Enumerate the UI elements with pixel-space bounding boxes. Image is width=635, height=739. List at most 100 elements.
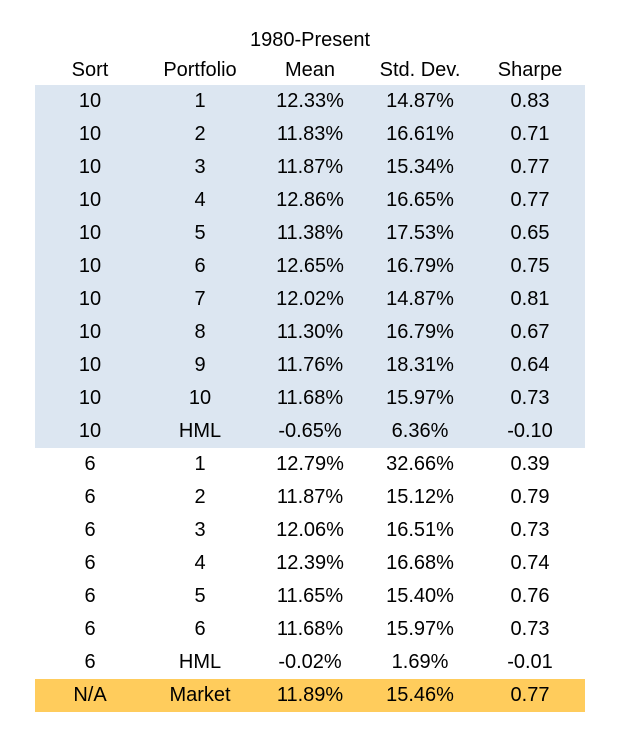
std-dev-cell: 15.40%: [386, 585, 454, 607]
std-dev-cell: 18.31%: [386, 354, 454, 376]
sort-cell: 6: [84, 453, 96, 475]
mean-cell: 11.38%: [276, 222, 344, 244]
sharpe-cell: 0.74: [510, 552, 550, 574]
sharpe-cell: -0.10: [507, 420, 553, 442]
portfolio-cell: 6: [194, 618, 206, 640]
mean-cell: 12.79%: [276, 453, 344, 475]
portfolio-cell: 4: [194, 189, 206, 211]
sort-cell: 6: [84, 651, 96, 673]
portfolio-cell: HML: [178, 420, 222, 442]
sort-cell: 10: [78, 387, 102, 409]
sharpe-cell: 0.76: [510, 585, 550, 607]
table-body: 10 1 12.33% 14.87% 0.83 10 2 11.83% 16.61% 0.71 10…: [35, 85, 585, 712]
portfolio-cell: 1: [194, 453, 206, 475]
sort-cell: 10: [78, 123, 102, 145]
portfolio-cell: 2: [194, 123, 206, 145]
sort-cell: 10: [78, 189, 102, 211]
table-row: 10 4 12.86% 16.65% 0.77: [35, 184, 585, 217]
portfolio-cell: 7: [194, 288, 206, 310]
std-dev-cell: 1.69%: [391, 651, 449, 673]
mean-cell: 11.65%: [276, 585, 344, 607]
table-row: 10 7 12.02% 14.87% 0.81: [35, 283, 585, 316]
sharpe-cell: 0.71: [510, 123, 550, 145]
portfolio-cell: Market: [169, 684, 231, 706]
std-dev-cell: 14.87%: [386, 90, 454, 112]
results-table: 1980-Present Sort Portfolio Mean Std. De…: [35, 25, 585, 712]
portfolio-cell: 3: [194, 156, 206, 178]
sort-cell: 10: [78, 420, 102, 442]
std-dev-cell: 15.97%: [386, 618, 454, 640]
table-row: 10 9 11.76% 18.31% 0.64: [35, 349, 585, 382]
sharpe-cell: -0.01: [507, 651, 553, 673]
table-row: 6 3 12.06% 16.51% 0.73: [35, 514, 585, 547]
mean-cell: 11.89%: [276, 684, 344, 706]
header-row: Sort Portfolio Mean Std. Dev. Sharpe: [35, 55, 585, 85]
sort-cell: 10: [78, 354, 102, 376]
portfolio-cell: 10: [188, 387, 212, 409]
mean-cell: 12.65%: [276, 255, 344, 277]
sharpe-cell: 0.77: [510, 684, 550, 706]
table-row: 6 2 11.87% 15.12% 0.79: [35, 481, 585, 514]
mean-cell: 12.86%: [276, 189, 344, 211]
portfolio-cell: HML: [178, 651, 222, 673]
mean-cell: 11.68%: [276, 387, 344, 409]
table-row: 6 1 12.79% 32.66% 0.39: [35, 448, 585, 481]
std-dev-cell: 32.66%: [386, 453, 454, 475]
std-dev-cell: 16.51%: [386, 519, 454, 541]
sort-cell: 10: [78, 255, 102, 277]
mean-cell: 12.39%: [276, 552, 344, 574]
mean-cell: 11.83%: [276, 123, 344, 145]
table-row: 10 5 11.38% 17.53% 0.65: [35, 217, 585, 250]
sharpe-cell: 0.81: [510, 288, 550, 310]
sort-cell: 6: [84, 585, 96, 607]
sharpe-cell: 0.73: [510, 618, 550, 640]
mean-cell: 11.68%: [276, 618, 344, 640]
std-dev-cell: 16.79%: [386, 321, 454, 343]
header-sort: Sort: [71, 59, 109, 81]
std-dev-cell: 14.87%: [386, 288, 454, 310]
sharpe-cell: 0.73: [510, 387, 550, 409]
std-dev-cell: 6.36%: [391, 420, 449, 442]
std-dev-cell: 16.79%: [386, 255, 454, 277]
sort-cell: 10: [78, 156, 102, 178]
std-dev-cell: 15.12%: [386, 486, 454, 508]
portfolio-cell: 1: [194, 90, 206, 112]
std-dev-cell: 15.97%: [386, 387, 454, 409]
table-row: 10 10 11.68% 15.97% 0.73: [35, 382, 585, 415]
table-row: 10 HML -0.65% 6.36% -0.10: [35, 415, 585, 448]
table-row: 10 3 11.87% 15.34% 0.77: [35, 151, 585, 184]
header-std-dev: Std. Dev.: [379, 59, 461, 81]
sort-cell: 6: [84, 618, 96, 640]
mean-cell: 12.06%: [276, 519, 344, 541]
portfolio-cell: 3: [194, 519, 206, 541]
table-row: 6 5 11.65% 15.40% 0.76: [35, 580, 585, 613]
sort-cell: 10: [78, 222, 102, 244]
sharpe-cell: 0.77: [510, 156, 550, 178]
portfolio-cell: 8: [194, 321, 206, 343]
table-row: N/A Market 11.89% 15.46% 0.77: [35, 679, 585, 712]
sort-cell: N/A: [73, 684, 107, 706]
portfolio-cell: 9: [194, 354, 206, 376]
sharpe-cell: 0.79: [510, 486, 550, 508]
table-row: 6 4 12.39% 16.68% 0.74: [35, 547, 585, 580]
sharpe-cell: 0.65: [510, 222, 550, 244]
portfolio-cell: 6: [194, 255, 206, 277]
portfolio-cell: 4: [194, 552, 206, 574]
std-dev-cell: 17.53%: [386, 222, 454, 244]
sort-cell: 6: [84, 552, 96, 574]
sharpe-cell: 0.75: [510, 255, 550, 277]
sort-cell: 6: [84, 519, 96, 541]
std-dev-cell: 15.34%: [386, 156, 454, 178]
sharpe-cell: 0.64: [510, 354, 550, 376]
sharpe-cell: 0.39: [510, 453, 550, 475]
std-dev-cell: 16.65%: [386, 189, 454, 211]
std-dev-cell: 16.61%: [386, 123, 454, 145]
sharpe-cell: 0.77: [510, 189, 550, 211]
portfolio-cell: 2: [194, 486, 206, 508]
mean-cell: 11.87%: [276, 156, 344, 178]
sort-cell: 10: [78, 321, 102, 343]
sort-cell: 10: [78, 288, 102, 310]
table-row: 10 2 11.83% 16.61% 0.71: [35, 118, 585, 151]
table-title: 1980-Present: [249, 29, 371, 51]
mean-cell: -0.65%: [278, 420, 342, 442]
